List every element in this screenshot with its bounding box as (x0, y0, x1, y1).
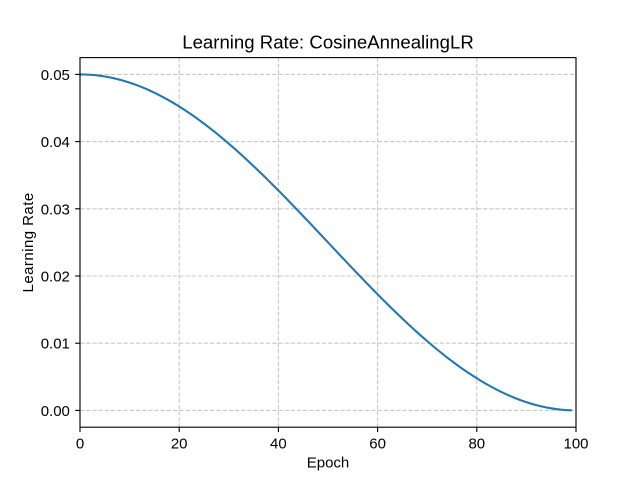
svg-text:Learning Rate: CosineAnnealing: Learning Rate: CosineAnnealingLR (182, 31, 474, 52)
svg-text:80: 80 (468, 436, 485, 453)
svg-text:0.03: 0.03 (41, 201, 70, 218)
svg-text:0: 0 (76, 436, 84, 453)
svg-text:40: 40 (270, 436, 287, 453)
svg-text:0.05: 0.05 (41, 67, 70, 84)
svg-text:20: 20 (171, 436, 188, 453)
svg-text:60: 60 (369, 436, 386, 453)
svg-text:0.02: 0.02 (41, 269, 70, 286)
svg-text:Learning Rate: Learning Rate (20, 192, 37, 292)
svg-text:0.00: 0.00 (41, 403, 70, 420)
svg-text:Epoch: Epoch (307, 454, 350, 471)
svg-text:100: 100 (563, 436, 588, 453)
svg-text:0.01: 0.01 (41, 336, 70, 353)
svg-text:0.04: 0.04 (41, 134, 70, 151)
